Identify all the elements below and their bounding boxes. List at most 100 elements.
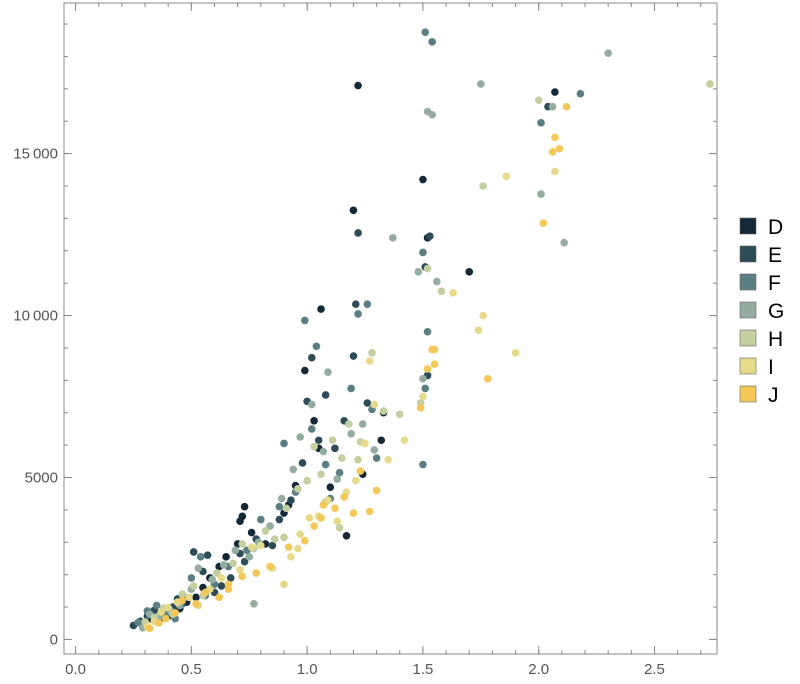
data-point: [548, 148, 557, 156]
data-point: [351, 476, 360, 485]
data-point: [294, 485, 302, 493]
data-point: [340, 493, 348, 501]
data-point: [342, 531, 351, 540]
legend-swatch-H: [739, 329, 757, 347]
data-point: [479, 182, 487, 190]
series-H: [141, 80, 714, 626]
data-point: [354, 455, 362, 464]
data-point: [310, 417, 318, 425]
data-point: [419, 460, 427, 469]
data-point: [361, 439, 369, 448]
legend-label-E: E: [768, 244, 782, 267]
legend-label-G: G: [768, 300, 784, 323]
data-point: [277, 494, 286, 503]
data-point: [314, 436, 323, 445]
data-point: [324, 368, 332, 377]
legend-label-D: D: [768, 216, 783, 239]
data-point: [358, 420, 367, 428]
data-point: [548, 102, 557, 111]
data-point: [419, 374, 427, 383]
data-point: [395, 410, 404, 419]
data-point: [189, 582, 198, 590]
data-point: [335, 523, 344, 532]
data-point: [224, 585, 233, 594]
data-point: [426, 232, 434, 240]
legend-swatch-I: [739, 357, 757, 375]
data-point: [257, 515, 265, 524]
data-point: [416, 404, 425, 412]
x-axis-ticks: 0.0 0.5 1.0 1.5 2.0 2.5: [65, 3, 665, 678]
data-point: [266, 522, 274, 530]
data-point: [284, 543, 293, 551]
legend-label-H: H: [768, 328, 783, 351]
y-tick-label: 15 000: [13, 146, 58, 163]
data-point: [372, 486, 381, 495]
data-point: [483, 374, 492, 383]
data-point: [377, 436, 386, 445]
data-point: [162, 614, 170, 623]
data-point: [203, 551, 212, 560]
data-point: [280, 439, 288, 448]
data-point: [307, 425, 316, 433]
x-tick-label: 1.0: [297, 661, 318, 678]
data-point: [296, 530, 304, 538]
y-axis-ticks: 0 5000 10 000 15 000: [13, 146, 717, 648]
data-point: [400, 436, 409, 445]
data-point: [539, 219, 548, 228]
legend-swatch-J: [739, 385, 757, 403]
data-point: [282, 504, 291, 513]
data-point: [231, 546, 240, 555]
series-J: [145, 102, 571, 633]
data-point: [171, 609, 179, 617]
data-point: [192, 593, 200, 602]
data-point: [534, 96, 543, 104]
data-point: [238, 540, 247, 548]
data-point: [178, 596, 186, 605]
data-point: [289, 465, 298, 474]
data-point: [430, 345, 439, 354]
legend-label-I: I: [768, 356, 774, 379]
data-point: [298, 459, 307, 467]
data-point: [551, 167, 559, 176]
data-point: [331, 444, 339, 453]
data-point: [555, 144, 564, 153]
data-point: [338, 454, 346, 462]
data-point: [356, 467, 365, 475]
data-point: [423, 327, 432, 336]
data-point: [326, 483, 335, 492]
data-point: [354, 310, 362, 318]
data-point: [370, 446, 379, 454]
data-point: [328, 436, 337, 445]
data-point: [310, 522, 318, 530]
data-point: [257, 541, 265, 550]
data-point: [222, 553, 230, 561]
data-point: [449, 289, 457, 297]
data-point: [428, 38, 436, 46]
data-point: [347, 384, 355, 393]
data-point: [196, 553, 205, 561]
data-point: [317, 305, 325, 313]
data-point: [287, 496, 295, 504]
legend-swatch-F: [739, 273, 757, 291]
data-point: [321, 391, 330, 399]
data-point: [219, 561, 228, 569]
data-point: [706, 80, 714, 88]
data-point: [268, 541, 277, 550]
data-point: [261, 527, 270, 535]
data-point: [384, 455, 392, 464]
data-point: [551, 88, 559, 96]
data-point: [252, 569, 260, 577]
data-point: [477, 80, 485, 88]
legend-swatch-D: [739, 217, 757, 235]
data-point: [428, 110, 436, 119]
data-point: [363, 300, 372, 309]
data-point: [324, 496, 332, 504]
data-point: [379, 407, 388, 415]
data-point: [301, 536, 309, 545]
data-point: [312, 342, 321, 351]
data-point: [301, 366, 309, 375]
data-point: [465, 268, 474, 276]
data-point: [423, 365, 432, 373]
